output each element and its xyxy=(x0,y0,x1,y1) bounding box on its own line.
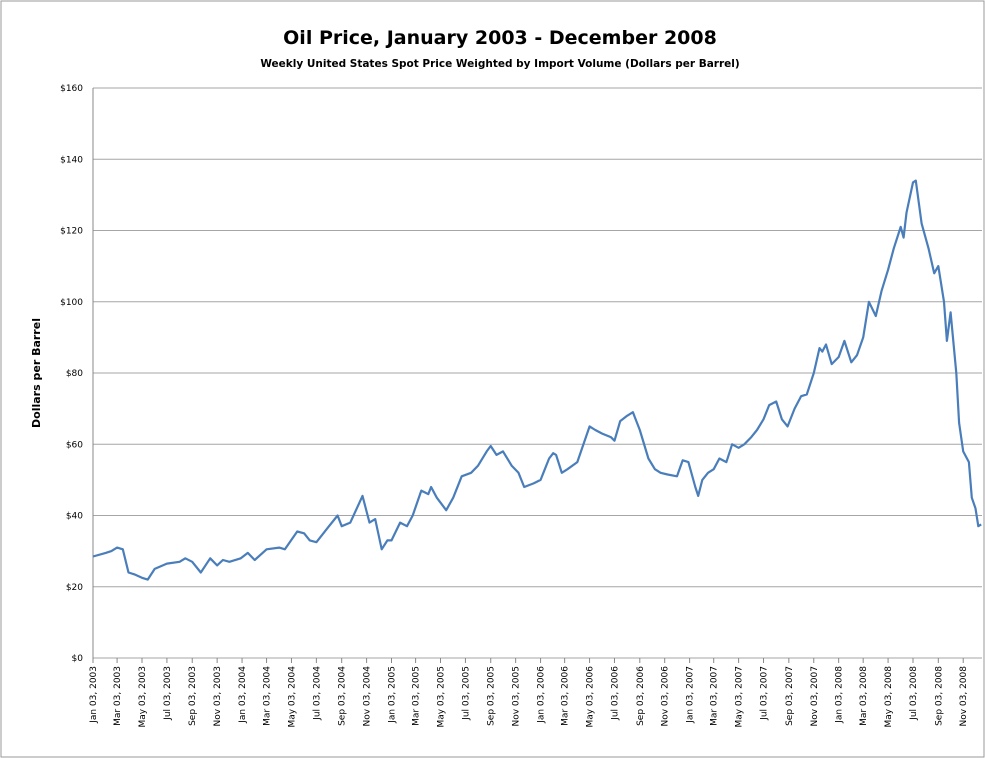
x-tick-label: Jul 03, 2007 xyxy=(760,666,770,721)
x-tick-label: Nov 03, 2006 xyxy=(661,666,671,727)
y-axis-label: Dollars per Barrel xyxy=(30,318,43,428)
x-tick-label: Jul 03, 2004 xyxy=(312,666,322,721)
x-tick-label: Mar 03, 2004 xyxy=(263,666,273,726)
x-tick-label: Jul 03, 2005 xyxy=(461,666,471,721)
y-tick-label: $80 xyxy=(66,369,83,379)
x-tick-label: Sep 03, 2005 xyxy=(487,666,497,726)
x-tick-label: May 03, 2008 xyxy=(884,666,894,728)
x-tick-label: Mar 03, 2003 xyxy=(113,666,123,726)
x-tick-label: Jan 03, 2008 xyxy=(835,666,845,724)
x-tick-label: May 03, 2003 xyxy=(138,666,148,728)
x-tick-label: Sep 03, 2004 xyxy=(338,666,348,726)
chart-title: Oil Price, January 2003 - December 2008 xyxy=(283,27,717,49)
x-tick-label: Jul 03, 2008 xyxy=(909,666,919,721)
chart-subtitle: Weekly United States Spot Price Weighted… xyxy=(260,58,739,70)
y-tick-label: $20 xyxy=(66,583,83,593)
x-tick-label: Sep 03, 2007 xyxy=(785,666,795,726)
y-tick-label: $160 xyxy=(60,84,83,94)
x-tick-label: May 03, 2007 xyxy=(735,666,745,728)
x-tick-label: Nov 03, 2005 xyxy=(512,666,522,727)
x-tick-label: Sep 03, 2008 xyxy=(934,666,944,726)
x-tick-label: Jan 03, 2003 xyxy=(89,666,99,724)
x-tick-label: Jul 03, 2006 xyxy=(610,666,620,721)
x-tick-label: Jul 03, 2003 xyxy=(163,666,173,721)
y-tick-label: $0 xyxy=(72,654,84,664)
x-tick-label: Nov 03, 2008 xyxy=(959,666,969,727)
x-tick-label: Jan 03, 2007 xyxy=(686,666,696,724)
x-tick-label: Mar 03, 2006 xyxy=(561,666,571,726)
x-tick-label: Mar 03, 2008 xyxy=(859,666,869,726)
y-tick-label: $40 xyxy=(66,512,83,522)
x-tick-label: May 03, 2005 xyxy=(437,666,447,728)
x-tick-label: Sep 03, 2006 xyxy=(636,666,646,726)
y-tick-label: $100 xyxy=(60,298,83,308)
x-tick-label: Jan 03, 2005 xyxy=(388,666,398,724)
y-tick-label: $140 xyxy=(60,155,83,165)
x-tick-label: Mar 03, 2007 xyxy=(710,666,720,726)
x-tick-label: May 03, 2006 xyxy=(586,666,596,728)
x-tick-label: Jan 03, 2006 xyxy=(537,666,547,724)
price-line xyxy=(92,179,982,581)
x-tick-label: Jan 03, 2004 xyxy=(238,666,248,724)
x-tick-label: Nov 03, 2004 xyxy=(363,666,373,727)
x-tick-label: Sep 03, 2003 xyxy=(188,666,198,726)
x-tick-label: Mar 03, 2005 xyxy=(412,666,422,726)
x-tick-label: Nov 03, 2007 xyxy=(810,666,820,727)
x-tick-label: Nov 03, 2003 xyxy=(213,666,223,727)
y-tick-label: $120 xyxy=(60,227,83,237)
x-tick-label: May 03, 2004 xyxy=(287,666,297,728)
y-tick-label: $60 xyxy=(66,440,83,450)
